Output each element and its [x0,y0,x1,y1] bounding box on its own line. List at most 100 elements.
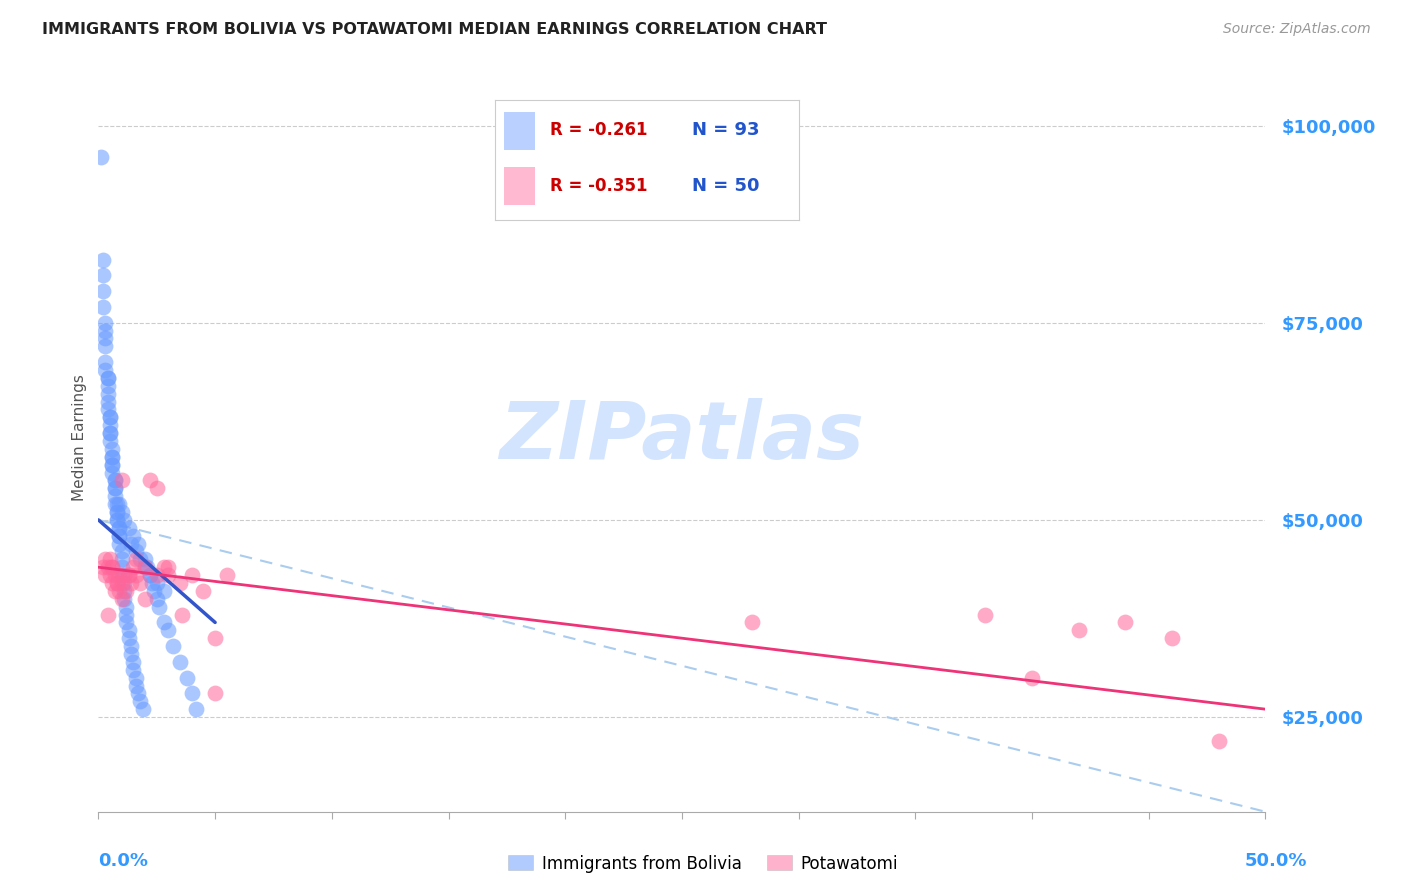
Point [180,686,202,700]
Point [105,513,128,527]
Point [105,576,128,591]
Point [94,331,117,345]
Point [134,552,156,566]
Point [974,607,997,622]
Point [1161,631,1184,645]
Point [105,505,128,519]
Text: Source: ZipAtlas.com: Source: ZipAtlas.com [1223,22,1371,37]
Point [91,300,114,314]
Point [94,552,117,566]
Point [129,694,152,708]
Point [162,639,184,653]
Y-axis label: Median Earnings: Median Earnings [72,374,87,500]
Point [108,568,131,582]
Point [193,583,215,598]
Point [98,552,121,566]
Point [104,481,127,495]
Point [741,615,763,630]
Point [132,702,155,716]
Point [97,607,120,622]
Point [105,513,128,527]
Point [91,560,114,574]
Point [101,560,124,574]
Point [112,513,135,527]
Point [134,560,156,574]
Point [115,599,138,614]
Point [169,576,191,591]
Point [101,466,124,480]
Point [125,671,148,685]
Point [122,663,145,677]
Point [90,150,112,164]
Point [105,505,128,519]
Point [112,591,135,606]
Point [141,576,163,591]
Point [98,410,121,425]
Point [115,615,138,630]
Point [111,474,134,488]
Point [111,505,134,519]
Point [1021,671,1043,685]
Point [91,268,114,283]
Point [94,339,117,353]
Point [139,568,162,582]
Point [108,536,131,550]
Point [204,686,226,700]
Point [97,371,120,385]
Point [120,639,142,653]
Point [97,386,120,401]
Point [111,576,134,591]
Point [204,631,226,645]
Point [98,426,121,441]
Point [98,434,121,448]
Point [122,560,145,574]
Point [101,442,124,456]
Point [101,450,124,464]
Point [97,560,120,574]
Point [98,426,121,441]
Point [104,489,127,503]
Point [104,474,127,488]
Point [120,647,142,661]
Point [112,568,135,582]
Point [146,576,169,591]
Point [97,379,120,393]
Point [125,679,148,693]
Point [104,568,127,582]
Legend: Immigrants from Bolivia, Potawatomi: Immigrants from Bolivia, Potawatomi [502,848,904,880]
Point [118,631,141,645]
Point [115,607,138,622]
Point [104,474,127,488]
Point [112,576,135,591]
Point [146,591,169,606]
Point [101,458,124,472]
Point [111,568,134,582]
Point [120,576,142,591]
Point [97,371,120,385]
Text: 0.0%: 0.0% [98,852,149,870]
Point [91,284,114,298]
Point [1067,624,1090,638]
Point [152,560,174,574]
Point [176,671,198,685]
Point [129,576,152,591]
Point [108,583,131,598]
Point [134,591,156,606]
Point [152,615,174,630]
Point [97,402,120,417]
Point [94,316,117,330]
Point [111,544,134,558]
Point [136,560,159,574]
Point [122,529,145,543]
Point [98,410,121,425]
Point [127,686,149,700]
Point [146,481,169,495]
Point [120,536,142,550]
Point [157,624,180,638]
Point [134,560,156,574]
Point [146,568,169,582]
Point [129,552,152,566]
Text: IMMIGRANTS FROM BOLIVIA VS POTAWATOMI MEDIAN EARNINGS CORRELATION CHART: IMMIGRANTS FROM BOLIVIA VS POTAWATOMI ME… [42,22,827,37]
Point [152,583,174,598]
Point [186,702,208,716]
